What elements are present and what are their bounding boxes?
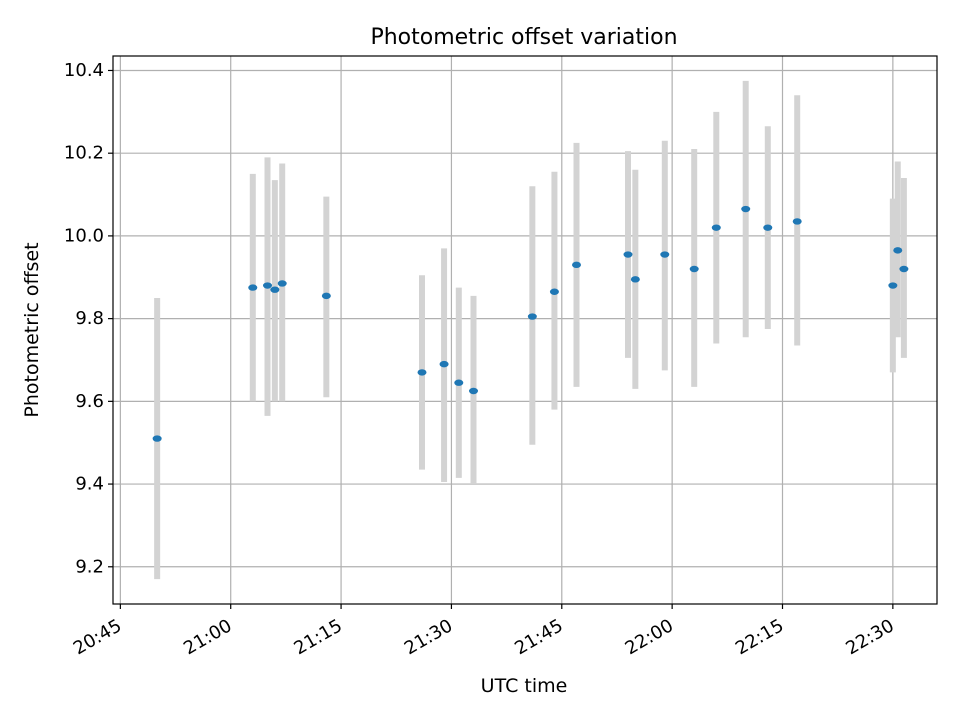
chart-title: Photometric offset variation: [370, 25, 677, 50]
point-layer: [152, 205, 909, 442]
y-tick-label: 10.4: [64, 60, 104, 81]
y-tick-label: 9.8: [75, 308, 104, 329]
x-axis-label: UTC time: [481, 675, 568, 697]
data-point: [741, 205, 751, 213]
data-point: [263, 282, 272, 289]
y-tick-label: 9.4: [75, 474, 104, 495]
data-point: [527, 313, 537, 320]
data-point: [899, 265, 909, 273]
data-point: [792, 218, 802, 225]
y-tick-label: 10.0: [64, 225, 104, 246]
data-point: [417, 369, 427, 376]
data-point: [469, 387, 478, 395]
data-point: [711, 224, 721, 231]
data-point: [893, 247, 903, 254]
y-tick-label: 10.2: [64, 143, 104, 164]
data-point: [763, 224, 773, 231]
data-point: [689, 265, 699, 273]
plot-frame: [112, 55, 938, 605]
y-tick-label: 9.2: [75, 556, 104, 577]
data-point: [630, 276, 640, 283]
y-axis-label: Photometric offset: [21, 242, 43, 417]
data-point: [623, 251, 633, 258]
data-point: [277, 280, 287, 287]
data-point: [270, 286, 280, 293]
data-point: [248, 284, 258, 291]
data-point: [572, 261, 581, 269]
data-point: [549, 288, 559, 295]
data-point: [152, 435, 162, 442]
y-tick-label: 9.6: [75, 391, 104, 412]
data-point: [321, 292, 331, 300]
data-point: [660, 251, 670, 258]
data-point: [454, 379, 464, 386]
data-point: [888, 282, 898, 289]
data-point: [439, 360, 449, 368]
